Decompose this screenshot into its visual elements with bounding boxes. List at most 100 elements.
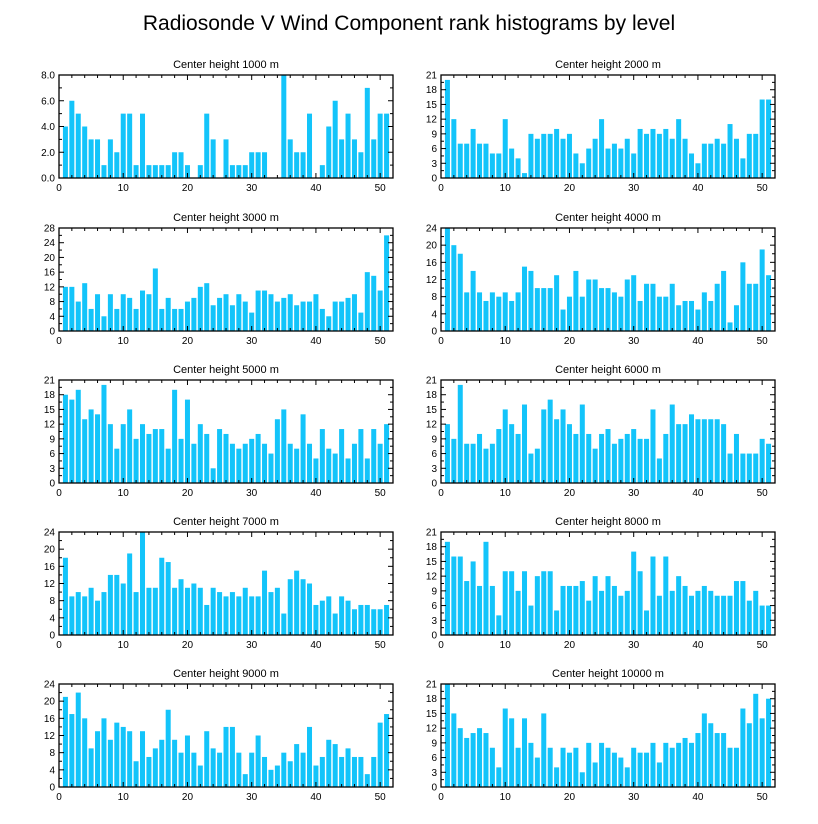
y-tick-label: 3 (431, 768, 437, 779)
y-tick-label: 6 (49, 449, 55, 460)
bar (127, 731, 133, 787)
bar (101, 316, 107, 331)
y-tick-label: 3 (431, 464, 437, 475)
y-tick-label: 18 (426, 542, 438, 553)
bar (611, 292, 617, 332)
bar (740, 262, 746, 331)
bar (470, 561, 476, 635)
bar (701, 292, 707, 332)
bar (650, 283, 656, 331)
bar (669, 747, 675, 787)
bar (210, 468, 216, 483)
bar (114, 722, 120, 788)
bar (605, 747, 611, 787)
bar (107, 424, 113, 483)
y-tick-label: 8 (49, 297, 55, 308)
bar (133, 761, 139, 787)
bar (133, 592, 139, 635)
bar (682, 585, 688, 635)
bar (313, 458, 319, 483)
bar (618, 148, 624, 178)
y-tick-label: 0 (431, 479, 437, 490)
bar (178, 579, 184, 635)
bar (313, 294, 319, 331)
x-tick-label: 40 (692, 640, 704, 651)
bar (242, 301, 248, 331)
x-tick-label: 50 (375, 792, 387, 803)
bar (695, 163, 701, 178)
y-tick-label: 2.0 (41, 148, 55, 159)
bar (358, 756, 364, 787)
y-tick-label: 12 (426, 115, 438, 126)
bar (281, 613, 287, 635)
bar (332, 613, 338, 635)
bar (502, 119, 508, 178)
x-tick-label: 40 (310, 792, 322, 803)
bar (515, 292, 521, 332)
x-tick-label: 0 (56, 488, 62, 499)
bar-series (444, 541, 772, 635)
bar (262, 756, 268, 787)
bar (579, 772, 585, 787)
y-tick-label: 6 (431, 144, 437, 155)
bar (255, 735, 261, 787)
x-tick-label: 20 (564, 640, 576, 651)
bar (547, 747, 553, 787)
bar (62, 394, 68, 483)
bar-series (62, 532, 390, 636)
bar (592, 279, 598, 331)
bar (165, 448, 171, 483)
bar (560, 409, 566, 483)
bar (345, 748, 351, 788)
bar (618, 595, 624, 635)
bar (637, 571, 643, 635)
bar (721, 733, 727, 787)
bar (708, 419, 714, 483)
bar (339, 596, 345, 636)
panel-title: Center height 4000 m (555, 212, 661, 224)
y-tick-label: 4 (49, 765, 55, 776)
bar (663, 556, 669, 635)
bar (249, 596, 255, 636)
bar (217, 752, 223, 787)
bar (339, 429, 345, 483)
panel-title: Center height 2000 m (555, 59, 661, 71)
bar (140, 424, 146, 483)
y-tick-label: 0 (49, 783, 55, 794)
bar (281, 75, 287, 178)
panel-title: Center height 10000 m (552, 668, 664, 680)
bar (114, 448, 120, 483)
bar (262, 152, 268, 178)
y-tick-label: 6 (431, 753, 437, 764)
bar (483, 541, 489, 635)
bar (541, 571, 547, 635)
bar (766, 443, 772, 483)
bar (695, 733, 701, 787)
bar (281, 297, 287, 331)
y-tick-label: 3 (431, 159, 437, 170)
bar (489, 292, 495, 332)
bar (120, 583, 126, 635)
bar (599, 742, 605, 787)
bar (274, 765, 280, 787)
x-tick-label: 20 (182, 488, 194, 499)
bar (464, 292, 470, 332)
bar (766, 698, 772, 787)
y-tick-label: 8.0 (41, 71, 55, 82)
bar (95, 294, 101, 331)
bar (541, 133, 547, 178)
y-tick-label: 3 (49, 464, 55, 475)
bar (509, 300, 515, 331)
bar (229, 726, 235, 787)
bar (611, 752, 617, 787)
bar (573, 270, 579, 331)
bar (650, 128, 656, 178)
bar (573, 153, 579, 178)
bar (384, 235, 390, 331)
bar (184, 587, 190, 635)
bar (753, 283, 759, 331)
bar-series (444, 79, 772, 178)
bar (560, 747, 566, 787)
x-tick-label: 30 (628, 488, 640, 499)
bar (451, 245, 457, 331)
